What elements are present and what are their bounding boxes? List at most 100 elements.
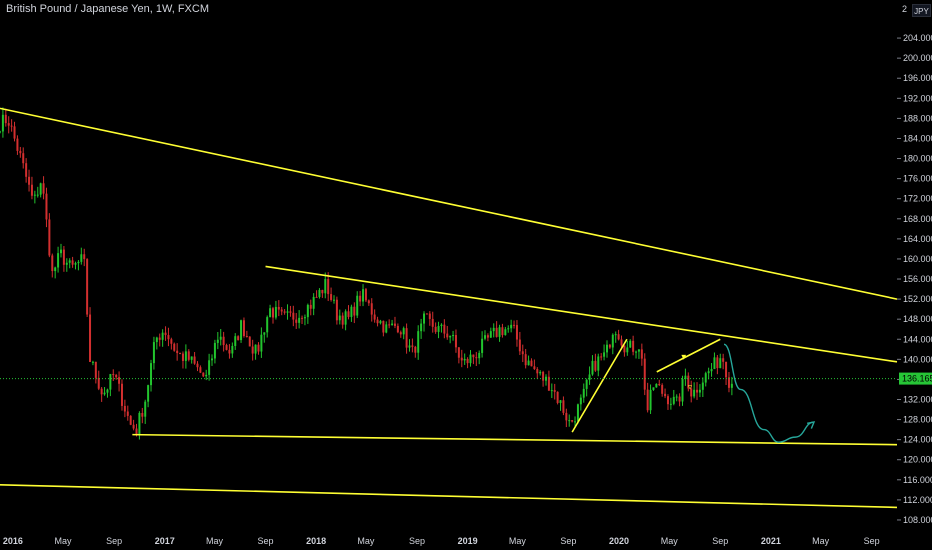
x-tick-label: 2018	[306, 536, 326, 546]
candle-body	[524, 354, 527, 366]
candle-body	[260, 334, 263, 352]
candle-body	[547, 376, 550, 391]
candle-body	[408, 345, 411, 348]
candle-body	[420, 323, 423, 332]
x-tick-label: 2020	[609, 536, 629, 546]
candle-body	[309, 304, 312, 309]
projection-curve[interactable]	[723, 343, 815, 443]
currency-label: JPY	[914, 7, 929, 16]
candle-body	[652, 387, 655, 390]
y-tick-label: 116.000	[903, 475, 932, 485]
candle-body	[669, 403, 672, 405]
candle-body	[620, 339, 623, 346]
x-tick-label: Sep	[712, 536, 728, 546]
candle-body	[280, 309, 283, 312]
y-tick-label: 124.000	[903, 435, 932, 445]
trendline-descending-resistance[interactable]	[265, 265, 898, 363]
candle-body	[208, 360, 211, 375]
candle-body	[59, 249, 62, 254]
trendlines-layer	[0, 107, 898, 509]
candle-body	[164, 332, 167, 336]
candle-body	[457, 347, 460, 358]
candle-body	[611, 334, 614, 348]
candle-body	[649, 389, 652, 411]
x-tick-label: 2019	[458, 536, 478, 546]
candle-body	[228, 349, 231, 354]
candle-body	[303, 317, 306, 319]
candle-body	[687, 375, 690, 389]
candle-body	[600, 356, 603, 358]
candle-body	[452, 335, 455, 337]
candle-body	[527, 360, 530, 366]
candle-body	[318, 289, 321, 298]
y-tick-label: 172.000	[903, 194, 932, 204]
candle-body	[492, 327, 495, 332]
candle-body	[347, 311, 350, 317]
y-axis: 108.000 112.000 116.000 120.000 124.000 128.0…	[897, 33, 932, 525]
candle-body	[417, 331, 420, 353]
candle-body	[179, 353, 182, 355]
candle-body	[48, 219, 51, 256]
candle-body	[254, 344, 257, 354]
candle-body	[640, 349, 643, 359]
candle-body	[74, 263, 77, 265]
candle-body	[571, 420, 574, 422]
candle-body	[466, 358, 469, 364]
trendline-support[interactable]	[132, 433, 898, 446]
markers-layer: ▼▿	[680, 352, 692, 391]
candle-body	[542, 371, 545, 381]
x-tick-label: May	[206, 536, 224, 546]
candle-body	[585, 379, 588, 389]
candle-body	[576, 404, 579, 422]
candle-body	[89, 314, 92, 362]
y-tick-label: 112.000	[903, 495, 932, 505]
candle-body	[719, 358, 722, 369]
x-tick-label: Sep	[864, 536, 880, 546]
candle-body	[263, 332, 266, 335]
candle-body	[42, 183, 45, 194]
trendline-long-term-resistance[interactable]	[0, 107, 898, 300]
candle-body	[414, 346, 417, 353]
trendline-rally-line[interactable]	[571, 338, 628, 433]
candle-body	[327, 279, 330, 295]
candle-body	[138, 412, 141, 435]
candle-body	[152, 342, 155, 364]
candle-body	[196, 363, 199, 368]
candle-body	[202, 372, 205, 377]
candle-body	[277, 306, 280, 310]
y-tick-label: 108.000	[903, 515, 932, 525]
marker-icon: ▼	[680, 352, 688, 361]
currency-badge[interactable]: JPY	[912, 4, 931, 17]
candle-body	[170, 339, 173, 344]
x-tick-label: 2016	[3, 536, 23, 546]
candle-body	[161, 332, 164, 340]
trendline-rising-wedge[interactable]	[656, 338, 721, 373]
candle-body	[19, 150, 22, 154]
candle-body	[364, 289, 367, 301]
candle-body	[393, 323, 396, 326]
candle-body	[222, 336, 225, 346]
candle-body	[539, 371, 542, 374]
candle-body	[65, 262, 68, 265]
candle-body	[385, 324, 388, 333]
candle-body	[173, 343, 176, 351]
candle-body	[54, 267, 57, 272]
top-price-label: 2	[902, 4, 908, 14]
candle-body	[504, 329, 507, 336]
candle-body	[367, 300, 370, 304]
candle-body	[672, 396, 675, 404]
candle-body	[289, 311, 292, 313]
candle-body	[495, 327, 498, 337]
x-tick-label: May	[661, 536, 679, 546]
candle-body	[28, 176, 31, 185]
candle-body	[603, 352, 606, 357]
y-tick-label: 184.000	[903, 133, 932, 143]
candle-body	[405, 328, 408, 348]
candle-body	[661, 385, 664, 394]
trendline-lower-channel[interactable]	[0, 484, 898, 509]
candle-body	[213, 342, 216, 359]
candle-body	[129, 415, 132, 425]
last-price-tag: 136.165	[899, 372, 932, 385]
candle-body	[704, 373, 707, 383]
